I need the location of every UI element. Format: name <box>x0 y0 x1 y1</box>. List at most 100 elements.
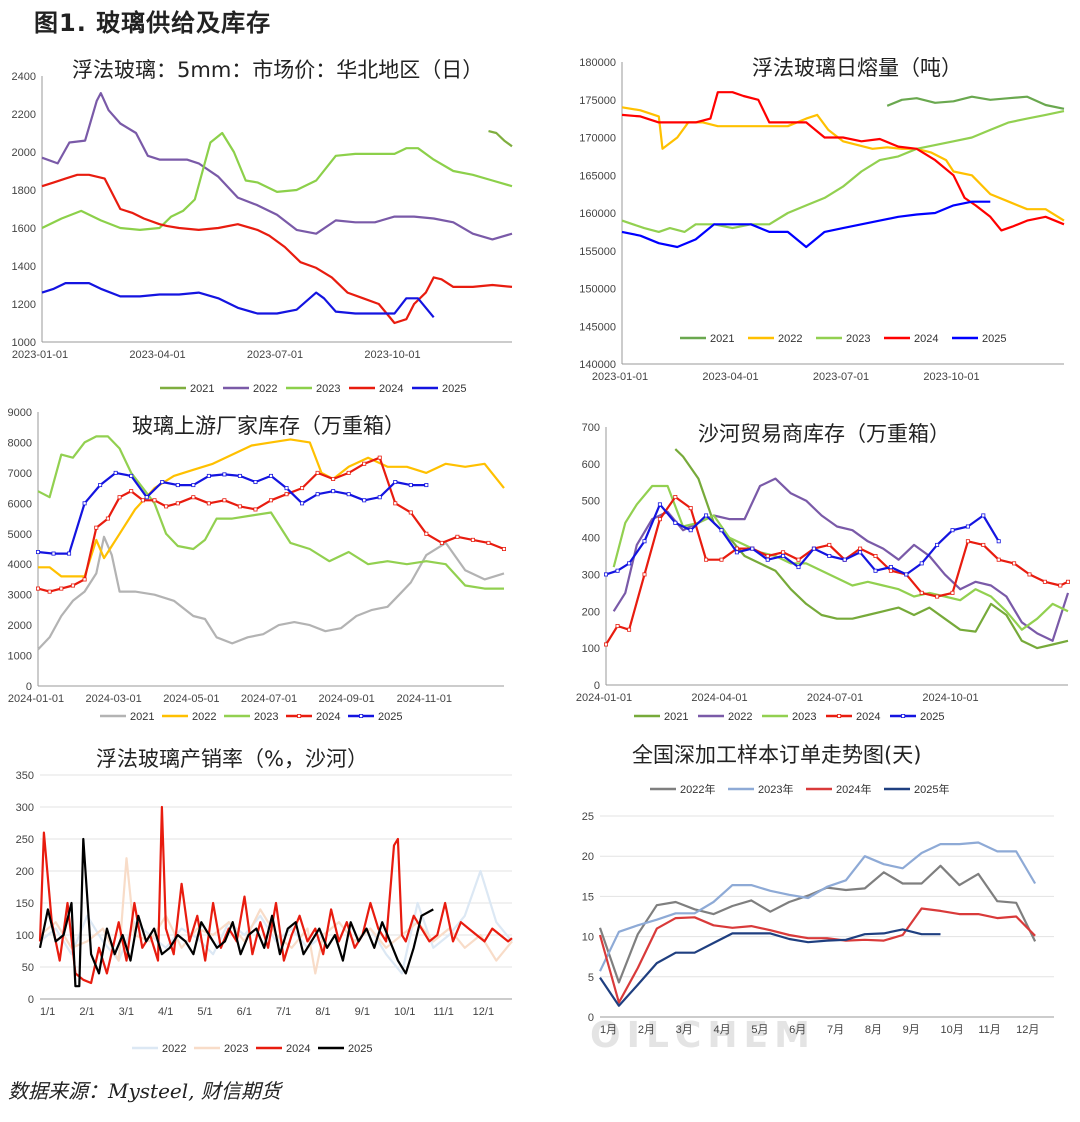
data-point <box>346 470 351 475</box>
data-point <box>657 517 662 522</box>
legend-label: 2024年 <box>836 782 871 796</box>
data-point <box>36 550 41 555</box>
data-point <box>1042 579 1047 584</box>
y-tick-label: 100 <box>582 643 600 655</box>
y-tick-label: 140000 <box>579 359 616 371</box>
x-tick-label: 2024-10-01 <box>922 692 978 704</box>
y-tick-label: 10 <box>582 932 594 944</box>
x-tick-label: 8/1 <box>315 1006 330 1018</box>
chart-title: 玻璃上游厂家库存（万重箱） <box>132 414 405 438</box>
data-point <box>393 480 398 485</box>
data-point <box>164 504 169 509</box>
series-line-2021 <box>37 535 505 651</box>
legend-label: 2025 <box>982 333 1006 345</box>
y-tick-label: 200 <box>16 866 34 878</box>
data-point <box>300 501 305 506</box>
y-tick-label: 6000 <box>8 498 32 510</box>
data-point <box>673 520 678 525</box>
x-tick-label: 7/1 <box>276 1006 291 1018</box>
data-point <box>965 539 970 544</box>
y-tick-label: 700 <box>582 422 600 434</box>
y-tick-label: 2000 <box>12 147 36 159</box>
data-point <box>919 590 924 595</box>
data-point <box>315 492 320 497</box>
data-point <box>919 561 924 566</box>
legend-label: 2021 <box>664 711 688 723</box>
series-line-2022 <box>612 477 1070 642</box>
data-point <box>642 539 647 544</box>
x-tick-label: 5/1 <box>197 1006 212 1018</box>
figure-title: 图1. 玻璃供给及库存 <box>34 9 272 37</box>
x-tick-label: 4月 <box>714 1024 731 1036</box>
x-tick-label: 12月 <box>1016 1024 1039 1036</box>
series-line-2025 <box>621 200 991 249</box>
data-point <box>873 553 878 558</box>
data-point <box>888 565 893 570</box>
y-tick-label: 7000 <box>8 468 32 480</box>
x-tick-label: 10/1 <box>394 1006 415 1018</box>
series-line-2023 <box>41 131 513 231</box>
x-tick-label: 9月 <box>903 1024 920 1036</box>
data-point <box>627 561 632 566</box>
legend-label: 2025 <box>348 1043 372 1055</box>
data-point <box>765 553 770 558</box>
y-tick-label: 300 <box>16 802 34 814</box>
data-point <box>253 507 258 512</box>
data-point <box>858 550 863 555</box>
data-point <box>67 551 72 556</box>
legend-label: 2024 <box>856 711 880 723</box>
series-line-2025 <box>37 471 427 555</box>
y-tick-label: 350 <box>16 770 34 782</box>
chart-title: 浮法玻璃：5mm：市场价：华北地区（日） <box>72 58 484 82</box>
x-tick-label: 2024-07-01 <box>807 692 863 704</box>
data-point <box>858 546 863 551</box>
data-point <box>94 525 99 530</box>
data-point <box>377 495 382 500</box>
data-point <box>206 473 211 478</box>
series-line-2021 <box>674 448 1069 650</box>
data-point <box>642 572 647 577</box>
series-line-2025 <box>605 503 1000 576</box>
y-tick-label: 0 <box>594 680 600 692</box>
series-line-2022 <box>41 91 513 241</box>
data-point <box>346 492 351 497</box>
y-tick-label: 8000 <box>8 437 32 449</box>
data-point <box>781 550 786 555</box>
series-line-2021 <box>488 130 513 148</box>
y-tick-label: 5 <box>588 972 594 984</box>
legend-label: 2025 <box>442 383 466 395</box>
x-tick-label: 7月 <box>827 1024 844 1036</box>
data-point <box>206 501 211 506</box>
y-tick-label: 200 <box>582 606 600 618</box>
series-line-2023年 <box>599 841 1037 972</box>
legend-label: 2025 <box>920 711 944 723</box>
data-point <box>796 565 801 570</box>
legend-label: 2022 <box>253 383 277 395</box>
series-line-2025 <box>41 282 435 319</box>
data-point <box>1012 561 1017 566</box>
data-point <box>300 486 305 491</box>
data-point <box>486 540 491 545</box>
x-tick-label: 2023-01-01 <box>592 371 648 383</box>
y-tick-label: 180000 <box>579 57 616 69</box>
legend-label: 2024 <box>379 383 403 395</box>
data-point <box>144 495 149 500</box>
data-point <box>734 550 739 555</box>
x-tick-label: 3月 <box>676 1024 693 1036</box>
chart-canvas: 0 50 100 150 200 250 300 350 1/1 2/1 3/1 4/1 5/1 6/1 7… <box>16 770 513 1055</box>
x-tick-label: 2024-09-01 <box>319 693 375 705</box>
chart-panel-shahe-trader-inventory: 沙河贸易商库存（万重箱） 0 100 200 300 400 500 600 700 2024-… <box>540 400 1080 730</box>
data-point <box>750 546 755 551</box>
data-point <box>331 489 336 494</box>
data-point <box>888 568 893 573</box>
data-point <box>904 572 909 577</box>
legend-label: 2022 <box>162 1043 186 1055</box>
series-line-2024 <box>38 805 513 985</box>
y-tick-label: 50 <box>22 962 34 974</box>
y-tick-label: 4000 <box>8 559 32 571</box>
x-tick-label: 11/1 <box>433 1006 454 1018</box>
y-tick-label: 600 <box>582 459 600 471</box>
x-tick-label: 2024-07-01 <box>241 693 297 705</box>
x-tick-label: 2024-11-01 <box>397 693 452 705</box>
data-point <box>47 589 52 594</box>
